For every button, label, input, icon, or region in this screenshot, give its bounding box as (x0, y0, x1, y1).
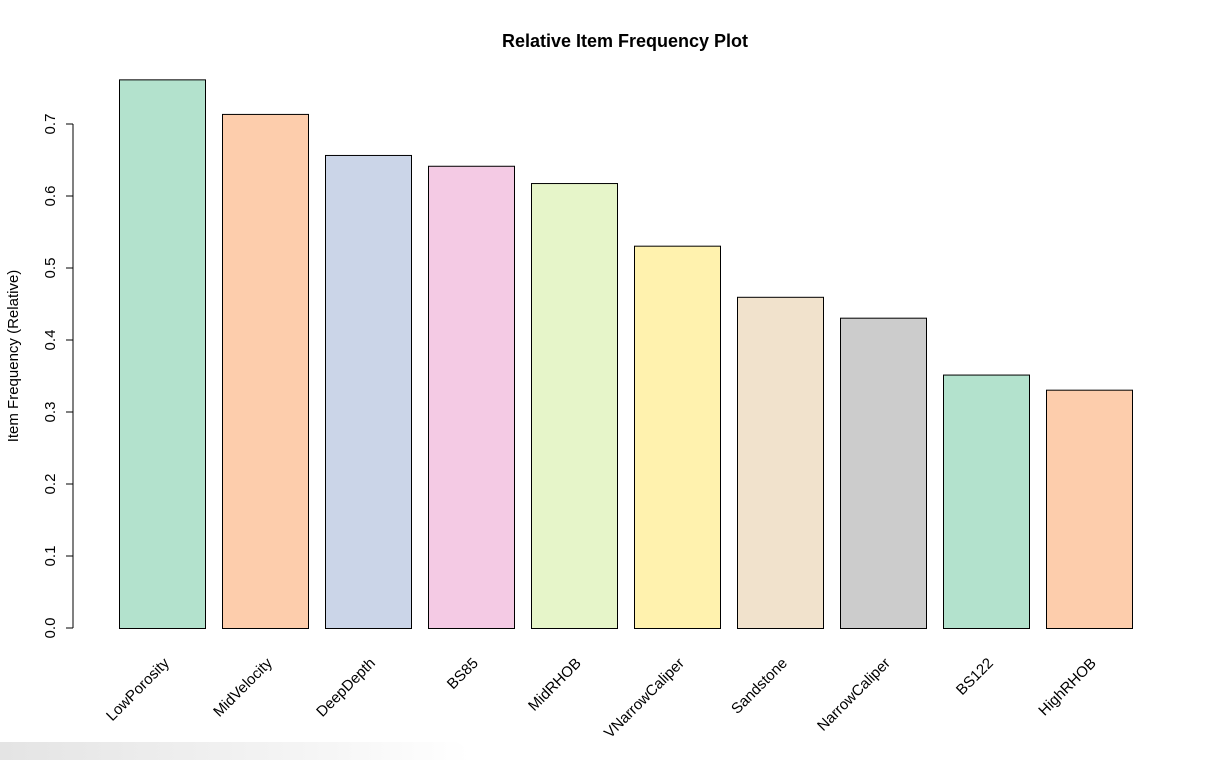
bottom-shadow (0, 742, 470, 760)
x-category-label: NarrowCaliper (814, 655, 894, 735)
y-axis: 0.0 0.1 0.2 0.3 0.4 0.5 0.6 0.7 (42, 114, 74, 639)
bar (325, 154, 412, 630)
y-tick-label: 0.4 (42, 330, 59, 351)
x-category-label: MidRHOB (525, 655, 585, 715)
bar (840, 317, 927, 629)
x-category-label: HighRHOB (1035, 655, 1099, 719)
y-tick-label: 0.0 (42, 618, 59, 639)
bar (1046, 389, 1133, 629)
bars (119, 79, 1133, 630)
bar (531, 183, 618, 629)
y-tick-label: 0.5 (42, 258, 59, 279)
y-tick-label: 0.7 (42, 114, 59, 135)
bar (943, 374, 1030, 629)
x-category-label: MidVelocity (210, 654, 276, 720)
bar (119, 79, 206, 630)
y-tick-label: 0.6 (42, 186, 59, 207)
x-axis-labels: LowPorosity MidVelocity DeepDepth BS85 MidRH… (103, 654, 1100, 741)
bar (222, 113, 309, 630)
bar (634, 245, 721, 629)
bar (737, 296, 824, 629)
x-category-label: VNarrowCaliper (601, 655, 688, 742)
x-category-label: DeepDepth (313, 655, 379, 721)
y-tick-label: 0.3 (42, 402, 59, 423)
x-category-label: BS85 (444, 655, 482, 693)
bar (428, 165, 515, 629)
x-category-label: Sandstone (728, 655, 791, 718)
x-category-label: LowPorosity (103, 654, 173, 724)
x-category-label: BS122 (953, 655, 997, 699)
y-axis-label: Item Frequency (Relative) (5, 270, 22, 443)
y-tick-label: 0.2 (42, 474, 59, 495)
y-tick-label: 0.1 (42, 546, 59, 567)
chart-title: Relative Item Frequency Plot (502, 31, 748, 51)
